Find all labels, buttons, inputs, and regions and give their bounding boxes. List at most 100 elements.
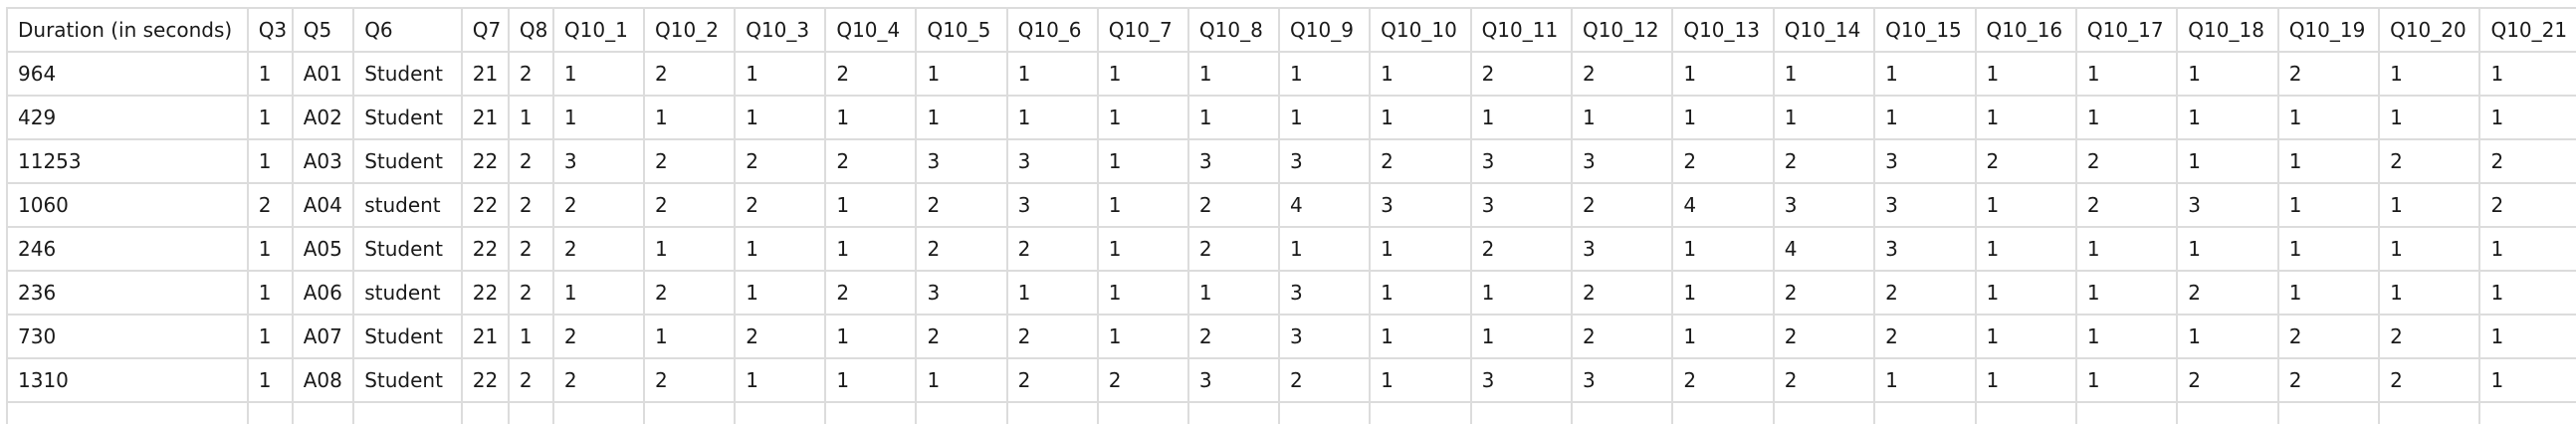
table-cell: 1 [2176,226,2279,272]
table-cell: 2 [1873,314,1977,359]
table-cell: 1 [1974,226,2077,272]
data-table-container[interactable]: Duration (in seconds) Q3 Q5 Q6 Q7 Q8 Q10_1 Q10_… [6,7,2576,424]
table-cell: 1 [1974,270,2077,316]
table-cell [2276,401,2381,424]
table-cell: 1 [643,95,737,140]
column-header: Q10_18 [2176,7,2279,53]
table-cell: 1 [1186,51,1281,97]
column-header: Q10_7 [1096,7,1189,53]
table-cell: 2 [915,182,1008,228]
table-cell [2176,401,2279,424]
table-cell: 3 [1186,357,1281,403]
table-cell [1974,401,2077,424]
table-cell: 2 [824,51,918,97]
table-cell [824,401,918,424]
table-cell: 1 [1186,270,1281,316]
table-cell: 1 [1671,270,1775,316]
table-cell: 2 [1278,357,1372,403]
table-cell: 3 [1873,138,1977,184]
table-cell: 1 [2478,357,2576,403]
table-cell: 1310 [6,357,249,403]
table-cell: student [352,270,463,316]
table-cell: A05 [291,226,355,272]
table-cell: 2 [1772,314,1876,359]
table-row: 236 1 A06 student 22 2 1 2 1 2 3 1 1 1 3 1 1 2 1 2 2 1 1 2 1 1 1 [6,270,2576,316]
table-cell: 21 [460,314,510,359]
table-cell: student [352,182,463,228]
table-cell: 1 [1096,182,1189,228]
table-cell: 1 [1873,51,1977,97]
table-cell: 1 [2276,95,2381,140]
table-row: 1310 1 A08 Student 22 2 2 2 1 1 1 2 2 3 2 1 3 3 2 2 1 1 1 2 2 2 1 [6,357,2576,403]
table-cell: 3 [1278,138,1372,184]
table-cell: 1 [246,95,294,140]
table-cell: 1 [1974,357,2077,403]
table-cell: 2 [2074,138,2179,184]
table-cell: 1 [507,314,554,359]
table-row: 1060 2 A04 student 22 2 2 2 2 1 2 3 1 2 4 3 3 2 4 3 3 1 2 3 1 1 2 [6,182,2576,228]
table-cell [1469,401,1573,424]
table-cell: 22 [460,138,510,184]
table-cell: 1 [1369,357,1472,403]
column-header: Q10_13 [1671,7,1775,53]
table-cell: 246 [6,226,249,272]
table-cell: 1 [1096,138,1189,184]
column-header: Q10_6 [1005,7,1099,53]
table-cell: 1 [2176,51,2279,97]
table-row: 429 1 A02 Student 21 1 1 1 1 1 1 1 1 1 1 1 1 1 1 1 1 1 1 1 1 1 1 [6,95,2576,140]
table-cell: 1 [2074,226,2179,272]
table-cell: 1 [2276,270,2381,316]
table-cell: 1 [1096,51,1189,97]
table-cell: 2 [507,138,554,184]
table-cell: 2 [1974,138,2077,184]
table-cell: 2 [2478,182,2576,228]
column-header: Q10_9 [1278,7,1372,53]
table-cell [291,401,355,424]
table-cell: 3 [1005,182,1099,228]
column-header: Q10_21 [2478,7,2576,53]
table-cell: 2 [643,182,737,228]
table-row: 964 1 A01 Student 21 2 1 2 1 2 1 1 1 1 1 1 2 2 1 1 1 1 1 1 2 1 1 [6,51,2576,97]
table-cell: 1 [915,51,1008,97]
table-cell: 1 [643,314,737,359]
table-cell: 2 [2378,138,2481,184]
table-cell: 1 [1278,95,1372,140]
table-cell: 2 [507,182,554,228]
table-cell: 2 [734,138,827,184]
table-cell: Student [352,51,463,97]
table-cell [2478,401,2576,424]
table-cell: 1 [824,226,918,272]
table-cell: 1 [1096,226,1189,272]
table-cell [352,401,463,424]
table-cell: 2 [643,138,737,184]
table-cell [734,401,827,424]
table-cell: 2 [507,270,554,316]
table-cell [551,401,646,424]
table-cell: 1 [2478,226,2576,272]
table-cell: 1 [2478,314,2576,359]
table-cell: 11253 [6,138,249,184]
table-cell: 3 [1873,182,1977,228]
table-cell: 2 [1096,357,1189,403]
table-cell: 2 [1469,226,1573,272]
table-cell: 2 [643,357,737,403]
table-cell: 1 [551,95,646,140]
table-cell [1873,401,1977,424]
column-header: Q3 [246,7,294,53]
table-cell: 2 [643,270,737,316]
table-header: Duration (in seconds) Q3 Q5 Q6 Q7 Q8 Q10_1 Q10_… [6,7,2576,53]
table-cell: 1 [2074,314,2179,359]
table-cell: 2 [2074,182,2179,228]
table-cell: 1 [1469,95,1573,140]
table-cell: 730 [6,314,249,359]
column-header: Q10_8 [1186,7,1281,53]
table-cell: 236 [6,270,249,316]
table-cell: 3 [551,138,646,184]
table-cell: 1 [915,95,1008,140]
table-cell: 1 [1278,51,1372,97]
table-cell: 2 [1186,314,1281,359]
table-cell: 3 [1570,138,1674,184]
table-cell: A01 [291,51,355,97]
table-cell: 2 [551,226,646,272]
table-cell: 3 [1369,182,1472,228]
